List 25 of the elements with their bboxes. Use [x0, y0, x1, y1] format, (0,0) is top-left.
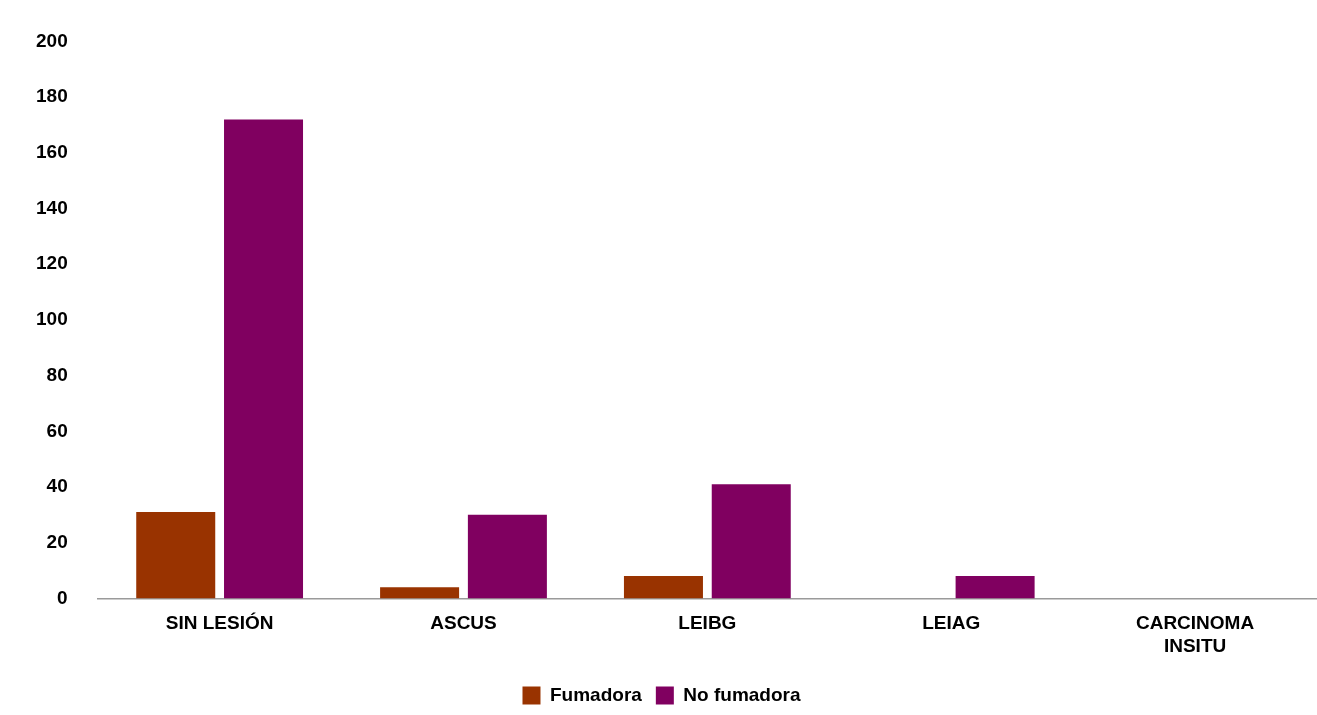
y-tick-label: 180	[36, 85, 68, 107]
bar	[136, 512, 216, 599]
y-tick-label: 120	[36, 252, 68, 274]
y-tick-label: 20	[46, 530, 68, 552]
bar	[467, 514, 547, 599]
x-tick-label: LEIAG	[922, 612, 981, 634]
x-tick-label: SIN LESIÓN	[165, 612, 274, 634]
bar	[380, 587, 460, 599]
y-tick-label: 80	[46, 363, 68, 385]
y-tick-label: 160	[36, 141, 68, 163]
bar	[955, 576, 1035, 599]
bar	[711, 484, 791, 599]
y-tick-label: 200	[36, 29, 68, 51]
bar	[224, 119, 304, 599]
y-tick-label: 140	[36, 196, 68, 218]
bar	[623, 576, 703, 599]
legend-label: No fumadora	[683, 683, 801, 705]
y-tick-label: 60	[46, 419, 68, 441]
y-tick-label: 40	[46, 475, 68, 497]
x-tick-label: LEIBG	[678, 612, 737, 634]
y-tick-label: 0	[57, 586, 68, 608]
legend-label: Fumadora	[549, 683, 643, 705]
x-tick-label: ASCUS	[430, 612, 497, 634]
y-tick-label: 100	[36, 308, 68, 330]
x-tick-label: CARCINOMA INSITU	[1135, 612, 1255, 656]
